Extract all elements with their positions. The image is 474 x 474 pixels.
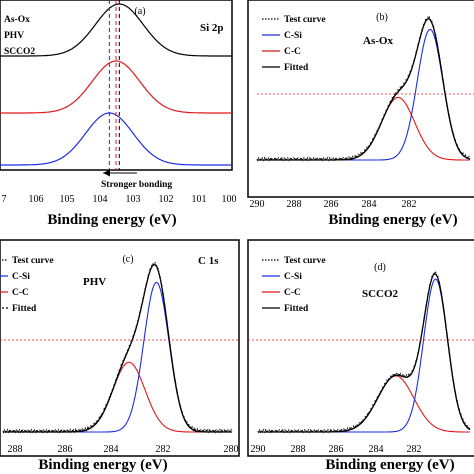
panel-c-legend: Test curve C-Si C-C Fitted [0,256,54,314]
panel-a-tick-6: 101 [192,194,207,205]
panel-c-tick-3: 282 [156,444,171,455]
panel-c-legend-label-3: Fitted [12,304,37,314]
panel-a-legend-0: As-Ox [4,15,30,25]
panel-d: 290 288 286 284 282 (d) SCCO2 Test curve C-Si… [247,239,474,473]
panel-b-legend: Test curve C-Si C-C Fitted [262,15,326,73]
panel-a-tick-0: 7 [2,194,7,205]
panel-d-tick-2: 286 [329,444,344,455]
panel-c-tick-2: 284 [104,444,119,455]
panel-c-label: (c) [122,254,133,265]
panel-b-tick-0: 290 [250,199,265,210]
panel-b-xlabel: Binding energy (eV) [328,212,457,228]
panel-c-annotation-2: C 1s [198,255,219,267]
panel-c-csi-curve [3,281,232,433]
panel-c-cc-curve [3,361,232,433]
panel-c: 288 286 284 282 280 (c) PHV C 1s Test curve C… [0,239,240,473]
panel-c-tick-0: 288 [8,444,23,455]
panel-b-legend-label-0: Test curve [284,15,326,25]
panel-b-x-ticks: 290 288 286 284 282 [250,199,417,210]
panel-b-plot [256,15,474,162]
panel-d-legend-label-3: Fitted [284,304,309,314]
panel-b-label: (b) [376,12,388,23]
panel-a-annotation: Si 2p [200,22,224,34]
panel-a-tick-1: 106 [29,194,44,205]
panel-a-xlabel: Binding energy (eV) [47,212,176,228]
panel-c-frame [0,239,240,457]
panel-c-x-ticks: 288 286 284 282 280 [8,444,239,455]
panel-c-test-curve [2,261,233,434]
panel-b-tick-2: 286 [324,199,339,210]
panel-b-legend-label-2: C-C [284,47,301,57]
panel-c-tick-1: 286 [58,444,73,455]
panel-c-plot [0,261,239,434]
panel-d-annotation: SCCO2 [362,288,399,300]
panel-d-csi-curve [258,278,471,433]
panel-d-x-ticks: 290 288 286 284 282 [251,444,422,455]
panel-b-tick-4: 282 [402,199,417,210]
panel-d-plot [248,270,474,434]
panel-b-frame [247,0,474,198]
panel-a-series-1 [0,60,232,114]
panel-c-annotation: PHV [83,276,106,288]
panel-d-frame [247,239,474,457]
panel-a-tick-7: 100 [222,194,237,205]
panel-d-legend-label-1: C-Si [284,272,302,282]
panel-a-tick-3: 104 [93,194,108,205]
panel-b-tick-1: 288 [287,199,302,210]
panel-b: 290 288 286 284 282 (b) As-Ox Test curve C-Si… [247,0,474,228]
panel-a-x-ticks: 7 106 105 104 103 102 101 100 [2,194,237,205]
panel-d-tick-1: 288 [291,444,306,455]
panel-b-annotation: As-Ox [363,35,393,47]
panel-b-cc-curve [257,96,470,161]
panel-d-legend: Test curve C-Si C-C Fitted [262,256,326,314]
panel-b-tick-3: 284 [362,199,377,210]
panel-d-test-curve [257,270,471,434]
panel-a-tick-5: 102 [159,194,174,205]
panel-a-tick-4: 103 [126,194,141,205]
panel-b-legend-label-1: C-Si [284,31,302,41]
panel-d-label: (d) [374,262,386,273]
panel-d-legend-label-0: Test curve [284,256,326,266]
panel-a-legend-2: SCCO2 [4,47,35,57]
arrow-icon [103,169,137,177]
panel-a-arrow-label: Stronger bonding [101,180,172,190]
panel-d-tick-4: 282 [407,444,422,455]
panel-a-label: (a) [134,6,145,17]
panel-d-tick-3: 284 [369,444,384,455]
panel-c-legend-label-2: C-C [12,288,29,298]
panel-a-series-0 [0,3,232,57]
panel-d-cc-curve [258,375,470,433]
panel-d-legend-label-2: C-C [284,288,301,298]
panel-a-tick-2: 105 [60,194,75,205]
panel-c-legend-label-1: C-Si [12,272,30,282]
panel-c-fitted-curve [3,263,232,433]
panel-c-legend-label-0: Test curve [12,256,54,266]
panel-d-xlabel: Binding energy (eV) [325,457,454,473]
panel-b-legend-label-3: Fitted [284,63,309,73]
panel-c-tick-4: 280 [224,444,239,455]
panel-b-test-curve [256,15,471,162]
panel-a-legend-1: PHV [4,31,24,41]
panel-a-plot [0,0,232,170]
panel-c-xlabel: Binding energy (eV) [38,457,167,473]
panel-d-tick-0: 290 [251,444,266,455]
panel-a: 7 106 105 104 103 102 101 100 (a) Si 2p As-Ox P… [0,0,237,228]
